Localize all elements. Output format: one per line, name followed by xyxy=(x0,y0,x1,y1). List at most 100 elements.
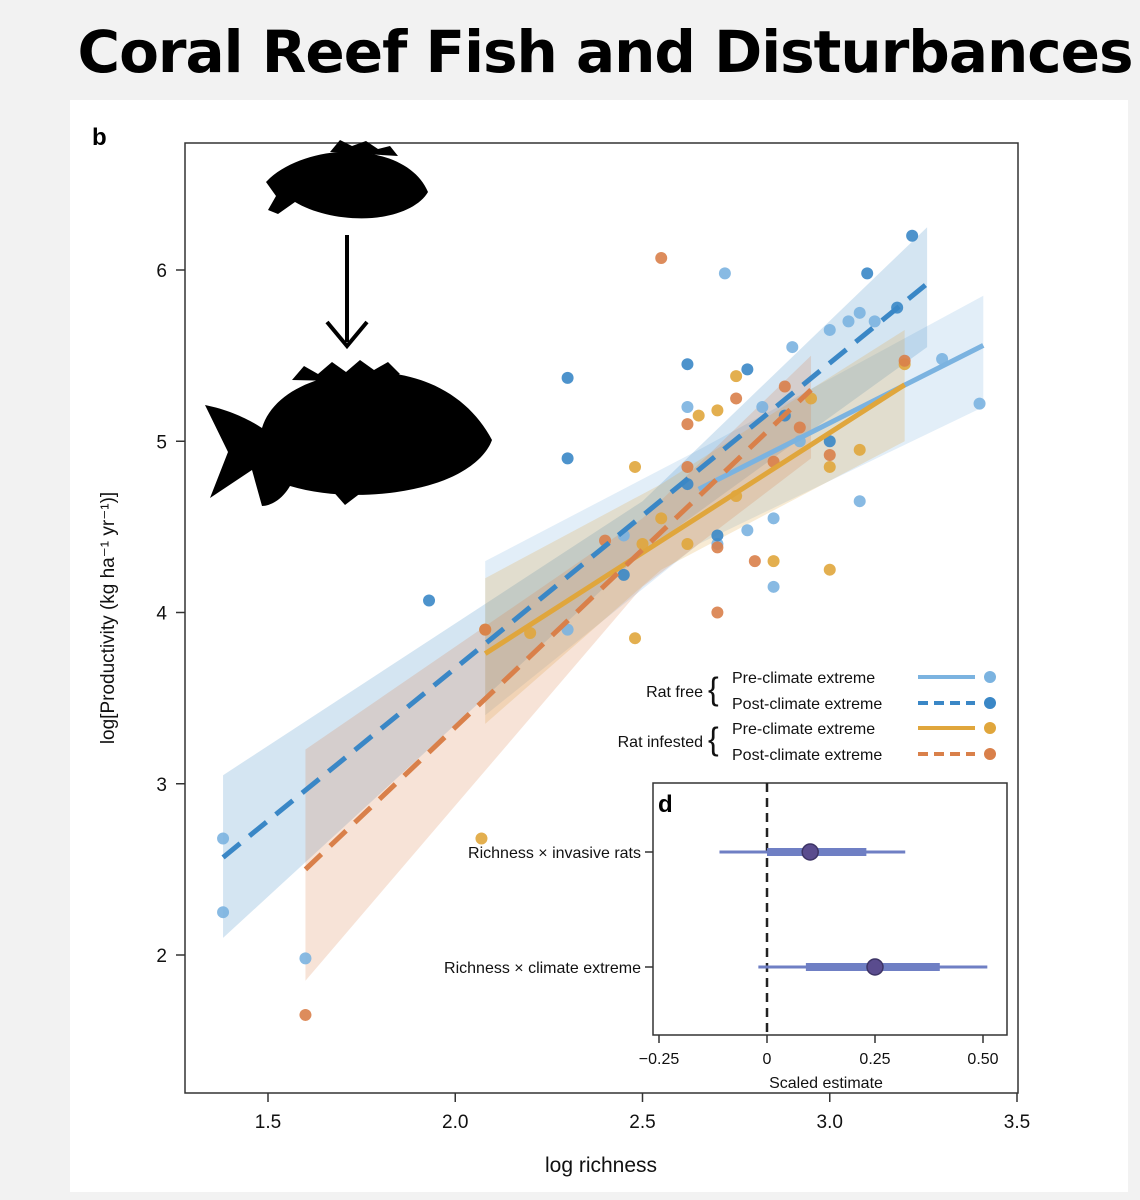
data-point-s3-11 xyxy=(778,380,791,393)
data-point-s0-17 xyxy=(853,495,866,508)
y-tick-label-3: 5 xyxy=(156,432,167,453)
x-axis: 1.5 2.0 2.5 3.0 3.5 xyxy=(255,1093,1030,1133)
data-point-s0-12 xyxy=(786,341,799,354)
legend-entry-rat-free-post: Post-climate extreme xyxy=(732,696,882,713)
data-point-s0-5 xyxy=(681,401,694,413)
data-point-s1-0 xyxy=(423,594,436,607)
small-fish-icon xyxy=(266,140,428,219)
legend: Rat free { Pre-climate extreme Post-clim… xyxy=(618,670,996,764)
data-point-s1-2 xyxy=(561,452,574,465)
legend-dot-1 xyxy=(984,697,996,709)
data-point-s0-11 xyxy=(767,512,780,525)
data-point-s1-6 xyxy=(711,529,724,542)
inset-x-tick-label-1: 0 xyxy=(763,1051,772,1068)
inset-x-tick-label-2: 0.25 xyxy=(859,1051,890,1068)
legend-keys xyxy=(918,671,996,760)
data-point-s1-9 xyxy=(823,435,836,448)
arrow-down-icon xyxy=(325,235,369,350)
data-point-s2-4 xyxy=(629,632,642,645)
data-point-s3-6 xyxy=(711,541,724,554)
y-tick-label-0: 2 xyxy=(156,946,167,967)
data-point-s3-12 xyxy=(793,421,806,434)
legend-dot-2 xyxy=(984,722,996,734)
data-point-s0-14 xyxy=(823,323,836,336)
inset-x-label: Scaled estimate xyxy=(769,1075,883,1092)
inset-frame xyxy=(652,782,1008,1036)
y-axis: 2 3 4 5 6 xyxy=(156,261,185,967)
x-axis-label: log richness xyxy=(545,1154,657,1177)
data-point-s3-7 xyxy=(711,606,724,619)
legend-group-rat-free: Rat free xyxy=(646,684,703,701)
data-point-s2-5 xyxy=(636,538,649,550)
data-point-s3-14 xyxy=(898,354,911,367)
data-point-s0-18 xyxy=(868,315,881,328)
y-tick-label-2: 4 xyxy=(156,604,167,625)
confidence-band-1 xyxy=(223,227,928,938)
confidence-band-0 xyxy=(485,295,984,716)
data-point-s0-16 xyxy=(853,306,866,319)
inset-category-label-1: Richness × climate extreme xyxy=(444,960,641,977)
legend-dot-0 xyxy=(984,671,996,683)
panel-d-label: d xyxy=(658,791,673,818)
data-point-s0-2 xyxy=(299,952,312,965)
inset-x-tick-label-3: 0.50 xyxy=(967,1051,998,1068)
data-point-s2-9 xyxy=(711,404,724,417)
fit-line-1 xyxy=(221,281,929,860)
fit-lines xyxy=(221,281,985,872)
data-point-s1-3 xyxy=(617,568,630,581)
y-tick-label-4: 6 xyxy=(156,261,167,282)
x-tick-label-3: 3.0 xyxy=(817,1112,843,1133)
data-point-s2-2 xyxy=(524,627,537,640)
data-point-s0-9 xyxy=(756,401,769,413)
inset-content: Richness × invasive rats Richness × clima… xyxy=(444,783,999,1068)
fit-line-3 xyxy=(303,388,813,872)
data-point-s1-12 xyxy=(906,229,919,242)
data-point-s3-4 xyxy=(681,418,694,431)
data-point-s0-20 xyxy=(973,397,986,410)
data-point-s3-13 xyxy=(823,448,836,461)
inset-panel-d: d Richness × invasive rats Richness × cli… xyxy=(444,782,1008,1092)
data-point-s0-15 xyxy=(842,315,855,328)
data-point-s2-7 xyxy=(681,538,694,550)
x-tick-label-4: 3.5 xyxy=(1004,1112,1030,1133)
data-point-s2-16 xyxy=(853,443,866,456)
data-point-s2-8 xyxy=(692,409,705,422)
legend-dot-3 xyxy=(984,748,996,760)
data-point-s2-3 xyxy=(629,460,642,473)
x-tick-label-0: 1.5 xyxy=(255,1112,281,1133)
panel-b-label: b xyxy=(92,124,107,151)
fit-line-2 xyxy=(483,382,906,656)
inset-category-label-0: Richness × invasive rats xyxy=(468,845,641,862)
data-point-s2-12 xyxy=(767,555,780,568)
inset-estimate-point-1 xyxy=(866,958,884,976)
data-point-s0-7 xyxy=(718,267,731,280)
data-point-s0-1 xyxy=(217,906,230,919)
data-point-s0-8 xyxy=(741,524,754,537)
legend-brace-rat-infested: { xyxy=(708,721,719,757)
data-point-s3-0 xyxy=(299,1008,312,1021)
data-point-s3-3 xyxy=(655,252,668,265)
large-fish-icon xyxy=(205,360,492,506)
data-point-s2-14 xyxy=(823,460,836,473)
data-point-s1-1 xyxy=(561,371,574,384)
plot-frame xyxy=(184,142,1019,1094)
data-points xyxy=(217,229,986,1021)
x-tick-label-2: 2.5 xyxy=(629,1112,655,1133)
x-tick-label-1: 2.0 xyxy=(442,1112,468,1133)
data-point-s0-10 xyxy=(767,580,780,593)
data-point-s3-9 xyxy=(748,555,761,568)
data-point-s2-15 xyxy=(823,563,836,576)
inset-estimate-point-0 xyxy=(801,843,819,861)
data-point-s1-7 xyxy=(741,363,754,376)
data-point-s2-0 xyxy=(475,832,488,845)
data-point-s3-5 xyxy=(681,460,694,473)
legend-entry-rat-infested-post: Post-climate extreme xyxy=(732,747,882,764)
y-tick-label-1: 3 xyxy=(156,775,167,796)
data-point-s2-10 xyxy=(730,370,743,383)
data-point-s0-0 xyxy=(217,832,230,845)
legend-group-rat-infested: Rat infested xyxy=(618,734,703,751)
legend-brace-rat-free: { xyxy=(708,671,719,707)
inset-x-tick-label-0: −0.25 xyxy=(639,1051,680,1068)
